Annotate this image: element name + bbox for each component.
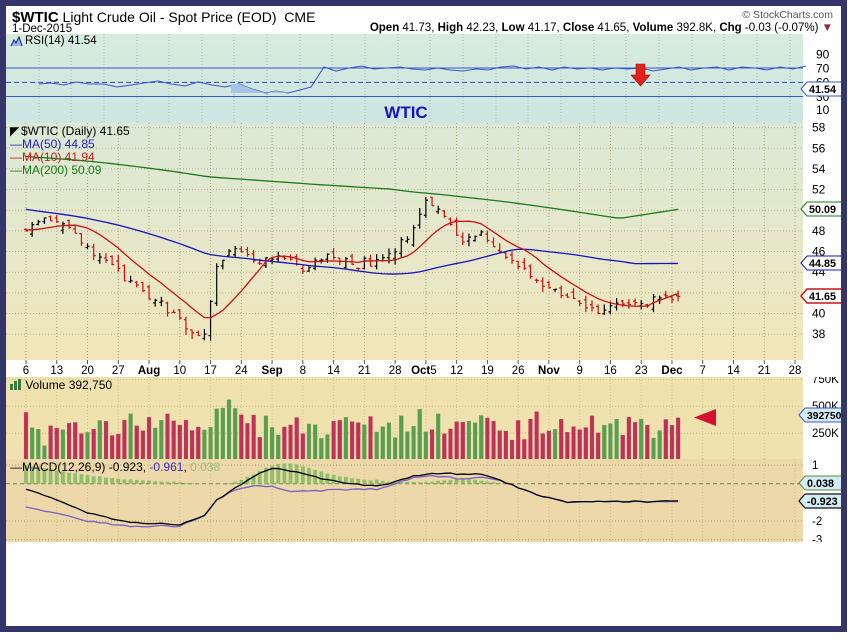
svg-text:6: 6	[23, 365, 29, 377]
svg-text:20: 20	[81, 365, 94, 377]
svg-text:9: 9	[576, 365, 582, 377]
svg-text:41.65: 41.65	[809, 291, 836, 303]
svg-text:0.038: 0.038	[807, 478, 834, 490]
svg-text:38: 38	[812, 327, 826, 341]
svg-text:52: 52	[812, 183, 826, 197]
svg-text:1: 1	[812, 460, 818, 472]
svg-text:17: 17	[204, 365, 217, 377]
svg-text:41.54: 41.54	[809, 84, 836, 96]
svg-text:70: 70	[816, 62, 830, 76]
svg-text:44.85: 44.85	[809, 258, 836, 270]
svg-text:-2: -2	[812, 516, 822, 528]
svg-text:50.09: 50.09	[809, 204, 836, 216]
svg-text:14: 14	[727, 365, 740, 377]
svg-text:24: 24	[235, 365, 248, 377]
svg-text:21: 21	[758, 365, 771, 377]
svg-text:19: 19	[481, 365, 494, 377]
svg-text:8: 8	[300, 365, 306, 377]
svg-text:750K: 750K	[812, 377, 839, 386]
svg-text:250K: 250K	[812, 428, 839, 440]
svg-text:-3: -3	[812, 535, 822, 542]
svg-text:54: 54	[812, 162, 826, 176]
svg-text:27: 27	[112, 365, 125, 377]
svg-text:Aug: Aug	[138, 365, 160, 377]
svg-text:16: 16	[604, 365, 617, 377]
svg-text:28: 28	[789, 365, 802, 377]
svg-text:12: 12	[450, 365, 463, 377]
svg-text:Dec: Dec	[661, 365, 683, 377]
svg-text:90: 90	[816, 48, 830, 62]
svg-text:58: 58	[812, 123, 826, 135]
svg-text:Oct5: Oct5	[411, 365, 437, 377]
svg-text:392750: 392750	[807, 411, 842, 422]
svg-text:13: 13	[50, 365, 63, 377]
svg-text:WTIC: WTIC	[384, 103, 427, 122]
svg-text:48: 48	[812, 224, 826, 238]
svg-text:26: 26	[512, 365, 525, 377]
svg-text:7: 7	[700, 365, 706, 377]
svg-text:-0.923: -0.923	[807, 496, 838, 508]
svg-text:21: 21	[358, 365, 371, 377]
svg-text:23: 23	[635, 365, 648, 377]
svg-text:10: 10	[173, 365, 186, 377]
svg-text:10: 10	[816, 103, 830, 117]
svg-text:28: 28	[389, 365, 402, 377]
svg-text:14: 14	[327, 365, 340, 377]
svg-text:Sep: Sep	[262, 365, 283, 377]
svg-text:56: 56	[812, 141, 826, 155]
svg-text:40: 40	[812, 307, 826, 321]
svg-text:Nov: Nov	[538, 365, 560, 377]
